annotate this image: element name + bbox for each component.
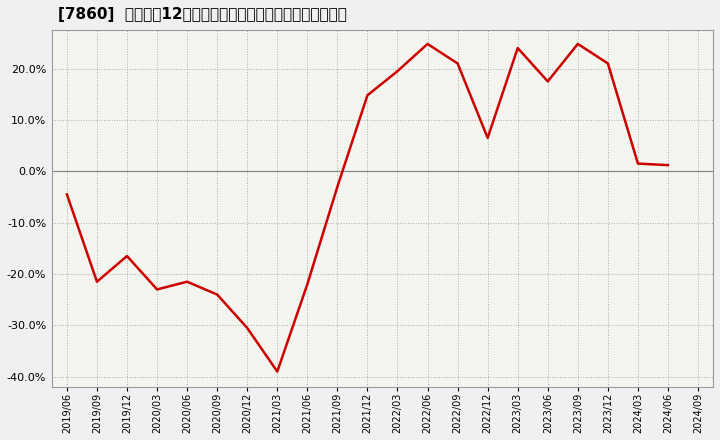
Text: [7860]  売上高の12か月移動合計の対前年同期増減率の推移: [7860] 売上高の12か月移動合計の対前年同期増減率の推移 [58, 7, 347, 22]
